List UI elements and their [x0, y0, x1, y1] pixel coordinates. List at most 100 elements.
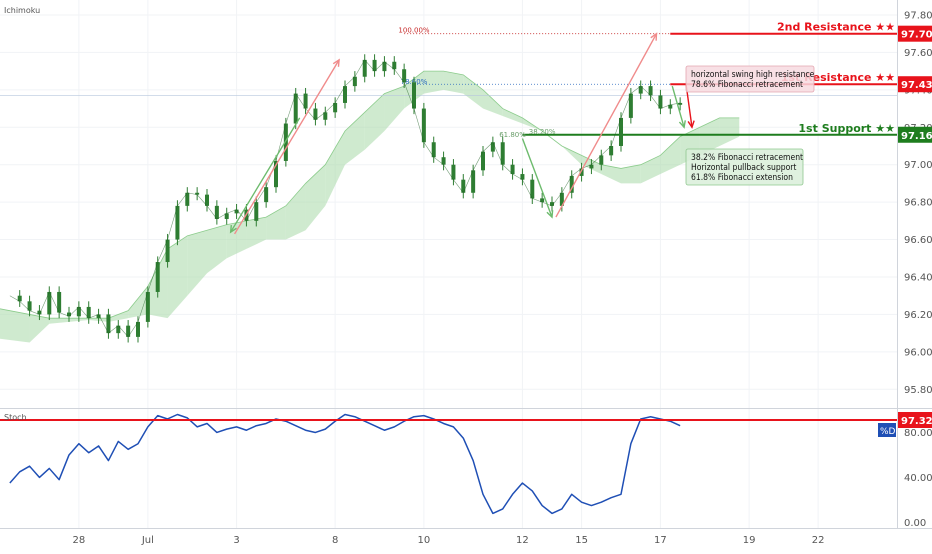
- candle-body: [224, 213, 229, 219]
- candle-body: [668, 104, 673, 109]
- x-tick-label: 15: [575, 535, 588, 546]
- candle-body: [175, 205, 180, 240]
- candle-body: [303, 93, 308, 109]
- candle-body: [559, 192, 564, 206]
- candle-body: [421, 108, 426, 143]
- candle-body: [283, 123, 288, 161]
- support-note-line: 61.8% Fibonacci extension: [691, 173, 793, 183]
- candle-body: [589, 164, 594, 169]
- osc-tick-label: 40.00: [904, 473, 932, 484]
- cloud-segment: [423, 71, 444, 94]
- candle-body: [451, 164, 456, 180]
- price-tick-label: 96.60: [904, 235, 932, 246]
- cloud-segment: [660, 136, 681, 175]
- candle-body: [362, 59, 367, 77]
- cloud-segment: [128, 286, 148, 319]
- cloud-span-a: [0, 70, 740, 319]
- candle-body: [155, 262, 160, 292]
- price-tag-r1-text: 97.43: [901, 80, 932, 91]
- candle-body: [550, 202, 554, 206]
- arrow-green: [671, 85, 685, 128]
- x-tick-label: 3: [233, 535, 239, 546]
- candle-body: [17, 295, 22, 302]
- candle-body: [57, 291, 62, 313]
- candle-body: [382, 61, 387, 72]
- cloud-segment: [364, 93, 385, 150]
- arrow-green-head: [546, 210, 554, 219]
- resistance-note-line: 78.6% Fibonacci retracement: [691, 80, 803, 90]
- price-line: [9, 59, 681, 338]
- fib-label-s1: 38.20%: [529, 128, 556, 136]
- x-tick-label: 17: [654, 535, 667, 546]
- candle-body: [67, 312, 71, 317]
- arrow-red-head: [650, 32, 658, 41]
- arrow-green-head: [678, 120, 686, 129]
- cloud-segment: [601, 164, 621, 184]
- candle-body: [145, 291, 150, 322]
- candle-body: [37, 310, 42, 315]
- osc-tick-label: 0.00: [904, 518, 926, 529]
- cloud-segment: [345, 112, 365, 165]
- osc-tick-label: 80.00: [904, 428, 932, 439]
- cloud-segment: [285, 183, 306, 240]
- cloud-segment: [443, 71, 464, 94]
- candle-body: [500, 142, 505, 165]
- price-tick-label: 96.40: [904, 272, 932, 283]
- arrow-red-head: [687, 120, 695, 129]
- arrow-green: [521, 138, 553, 218]
- cloud-segment: [325, 131, 345, 206]
- price-tick-label: 95.80: [904, 385, 932, 396]
- cloud-segment: [29, 314, 50, 343]
- candle-body: [579, 168, 584, 176]
- cloud-segment: [187, 230, 207, 296]
- osc-legend-text: %D: [880, 427, 896, 437]
- candle-body: [352, 76, 357, 87]
- candle-body: [126, 325, 131, 337]
- candle-body: [136, 321, 140, 337]
- candle-body: [205, 194, 209, 206]
- candle-body: [648, 86, 653, 96]
- indicator-main-label: Ichimoku: [4, 6, 40, 15]
- cloud-segment: [621, 164, 641, 184]
- cloud-segment: [463, 74, 483, 109]
- candle-body: [678, 102, 683, 105]
- candle-body: [392, 61, 397, 70]
- cloud-segment: [246, 217, 267, 249]
- x-tick-label: 8: [332, 535, 338, 546]
- price-tick-label: 96.00: [904, 347, 932, 358]
- candle-body: [431, 142, 436, 158]
- fib-label-s1-2: 61.80%: [499, 131, 526, 139]
- candle-body: [628, 93, 633, 118]
- cloud-segment: [719, 117, 740, 146]
- arrow-red-head: [332, 58, 340, 67]
- candle-body: [264, 187, 269, 203]
- price-tick-label: 97.00: [904, 160, 932, 171]
- x-tick-label: 12: [516, 535, 529, 546]
- cloud-segment: [207, 224, 227, 274]
- x-tick-label: 28: [72, 535, 85, 546]
- candle-body: [234, 209, 239, 214]
- level-label-s1: 1st Support ★★: [798, 122, 895, 135]
- arrow-red: [555, 33, 658, 218]
- cloud-segment: [0, 308, 30, 343]
- candle-body: [540, 198, 545, 203]
- candle-body: [609, 145, 614, 156]
- candle-body: [402, 69, 407, 83]
- candle-body: [471, 170, 476, 193]
- candle-body: [343, 86, 347, 103]
- candle-body: [106, 314, 111, 334]
- candle-body: [323, 112, 328, 120]
- candle-body: [333, 102, 338, 113]
- x-tick-label: 10: [417, 535, 430, 546]
- price-tag-s1-text: 97.16: [901, 131, 932, 142]
- candle-body: [530, 179, 535, 199]
- support-note-box: [685, 148, 804, 186]
- stoch-pane: [0, 408, 932, 515]
- price-tag-r1-bg: [898, 76, 932, 93]
- cloud-segment: [226, 220, 247, 259]
- arrow-green: [230, 117, 301, 233]
- cloud-segment: [167, 235, 188, 319]
- cloud-segment: [305, 164, 326, 231]
- candle-body: [481, 151, 485, 171]
